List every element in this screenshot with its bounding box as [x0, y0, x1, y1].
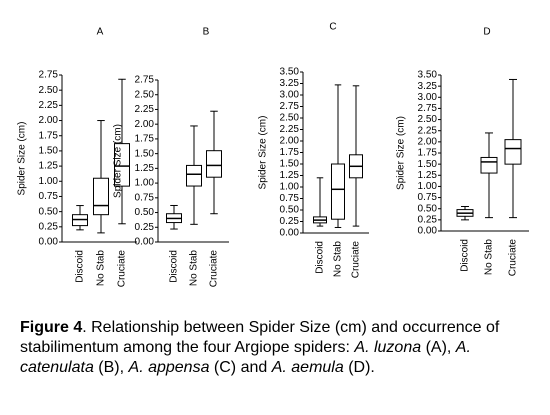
y-tick-label: 2.75: [135, 75, 155, 86]
y-axis-title: Spider Size (cm): [258, 116, 269, 190]
y-tick-label: 0.50: [39, 206, 59, 217]
y-tick-label: 2.00: [280, 136, 300, 147]
y-tick-label: 2.00: [39, 115, 59, 126]
y-tick-label: 1.50: [418, 159, 438, 170]
y-tick-label: 3.00: [418, 92, 438, 103]
caption: Figure 4. Relationship between Spider Si…: [20, 318, 535, 378]
y-tick-label: 3.00: [280, 90, 300, 101]
category-label: No Stab: [333, 241, 344, 278]
y-tick-label: 1.50: [39, 146, 59, 157]
category-label: Discoid: [75, 250, 86, 283]
y-tick-label: 0.75: [135, 192, 155, 203]
y-tick-label: 3.25: [280, 78, 300, 89]
caption-text: (D).: [343, 359, 375, 376]
category-label: No Stab: [484, 239, 495, 276]
y-tick-label: 0.50: [280, 205, 300, 216]
y-tick-label: 0.00: [418, 226, 438, 237]
box: [206, 150, 222, 178]
box: [114, 143, 130, 187]
y-tick-label: 2.00: [418, 136, 438, 147]
y-tick-label: 1.75: [39, 130, 59, 141]
y-tick-label: 1.25: [418, 170, 438, 181]
y-tick-label: 0.50: [418, 203, 438, 214]
species: A. appensa: [128, 359, 210, 376]
y-tick-label: 2.50: [418, 114, 438, 125]
y-tick-label: 2.50: [39, 85, 59, 96]
y-tick-label: 1.00: [135, 178, 155, 189]
y-tick-label: 3.50: [280, 67, 300, 78]
y-tick-label: 0.75: [418, 192, 438, 203]
caption-text: (C) and: [209, 359, 272, 376]
panel-title: D: [483, 27, 490, 38]
category-label: Cruciate: [117, 250, 128, 288]
box: [93, 177, 109, 216]
caption-text: (B),: [93, 359, 129, 376]
panel-title: B: [203, 27, 210, 38]
box: [331, 163, 345, 220]
y-tick-label: 2.25: [39, 100, 59, 111]
category-label: Discoid: [169, 250, 180, 283]
y-tick-label: 1.25: [39, 161, 59, 172]
panel-title: A: [97, 27, 104, 38]
y-tick-label: 1.75: [418, 148, 438, 159]
y-tick-label: 1.00: [280, 182, 300, 193]
y-tick-label: 2.50: [135, 89, 155, 100]
y-tick-label: 3.50: [418, 70, 438, 81]
y-tick-label: 0.25: [280, 216, 300, 227]
y-tick-label: 2.75: [418, 103, 438, 114]
y-tick-label: 0.50: [135, 207, 155, 218]
y-axis-title: Spider Size (cm): [113, 124, 124, 198]
species: A. aemula: [271, 359, 344, 376]
y-tick-label: 0.00: [280, 228, 300, 239]
y-tick-label: 1.25: [135, 163, 155, 174]
y-tick-label: 0.75: [39, 191, 59, 202]
box: [480, 156, 498, 174]
category-label: Cruciate: [209, 250, 220, 288]
y-tick-label: 2.25: [418, 125, 438, 136]
y-axis-title: Spider Size (cm): [17, 122, 28, 196]
y-tick-label: 1.50: [135, 148, 155, 159]
species: A. catenulata: [20, 339, 471, 376]
y-tick-label: 2.75: [280, 101, 300, 112]
y-tick-label: 1.25: [280, 170, 300, 181]
y-tick-label: 2.00: [135, 119, 155, 130]
y-tick-label: 2.75: [39, 70, 59, 81]
y-tick-label: 1.75: [280, 147, 300, 158]
species: A. luzona: [354, 339, 422, 356]
y-tick-label: 0.25: [418, 214, 438, 225]
y-tick-label: 0.25: [135, 222, 155, 233]
y-tick-label: 1.75: [135, 134, 155, 145]
box: [504, 139, 522, 165]
category-label: Cruciate: [351, 241, 362, 279]
caption-text: (A),: [421, 339, 456, 356]
y-tick-label: 0.00: [135, 237, 155, 248]
y-tick-label: 0.00: [39, 237, 59, 248]
y-tick-label: 0.25: [39, 221, 59, 232]
box: [186, 164, 202, 187]
category-label: Cruciate: [508, 239, 519, 277]
y-axis-title: Spider Size (cm): [396, 116, 407, 190]
panel-title: C: [329, 22, 336, 33]
category-label: No Stab: [96, 250, 107, 287]
y-tick-label: 2.25: [135, 104, 155, 115]
y-tick-label: 1.00: [39, 176, 59, 187]
y-tick-label: 2.50: [280, 113, 300, 124]
category-label: No Stab: [189, 250, 200, 287]
category-label: Discoid: [460, 239, 471, 272]
y-tick-label: 1.50: [280, 159, 300, 170]
caption-label: Figure 4: [20, 319, 83, 336]
y-tick-label: 2.25: [280, 124, 300, 135]
y-tick-label: 3.25: [418, 81, 438, 92]
caption-text: . Relationship between Spider Size (cm) …: [20, 319, 500, 356]
category-label: Discoid: [315, 241, 326, 274]
y-tick-label: 1.00: [418, 181, 438, 192]
y-tick-label: 0.75: [280, 193, 300, 204]
